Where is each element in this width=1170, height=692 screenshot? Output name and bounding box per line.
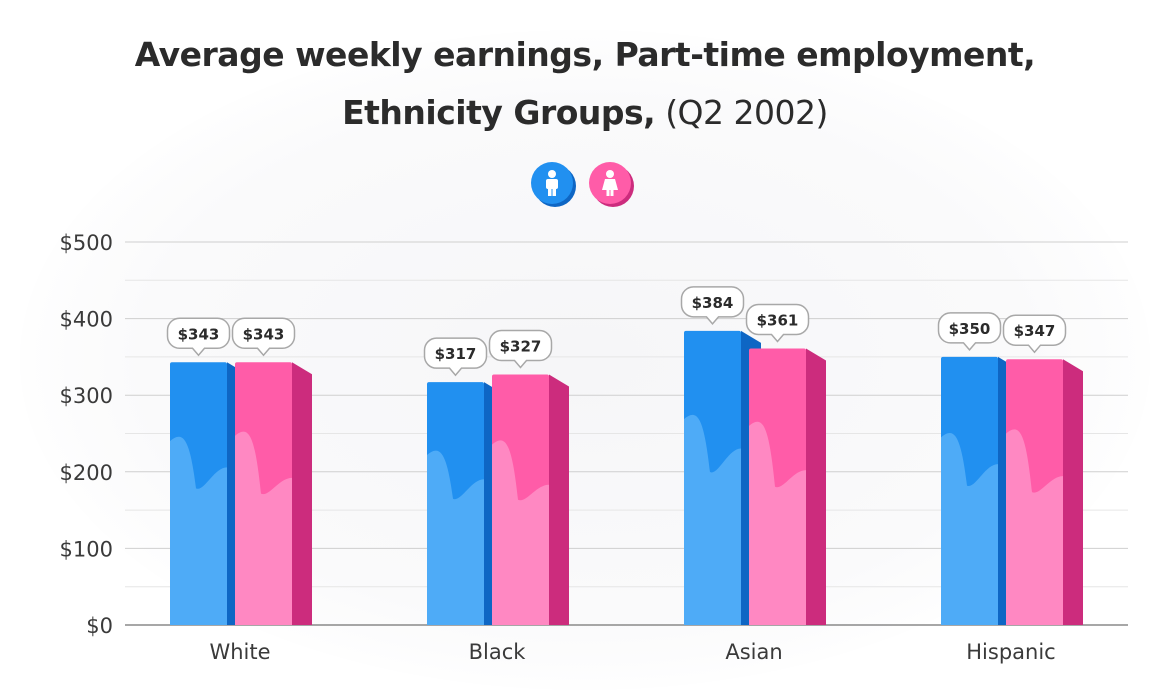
male-person-icon [530, 160, 576, 207]
bar-white-female: $343 [231, 317, 312, 625]
value-callout [423, 337, 488, 377]
data-label: $317 [435, 345, 477, 363]
chart-title: Average weekly earnings, Part-time emplo… [0, 26, 1170, 142]
bar-highlight [941, 433, 998, 625]
y-tick-label: $0 [86, 614, 113, 638]
bar-asian-male: $384 [680, 286, 761, 625]
bar-highlight [427, 450, 484, 625]
title-line-1: Average weekly earnings, Part-time emplo… [134, 35, 1036, 74]
data-label: $350 [949, 320, 991, 338]
value-callout [488, 329, 553, 369]
bar-side [1063, 359, 1083, 625]
title-period: (Q2 2002) [665, 93, 828, 132]
bar-black-female: $327 [488, 329, 569, 625]
value-callout [745, 303, 810, 343]
bar-side [549, 374, 569, 625]
bar-highlight [749, 421, 806, 625]
y-tick-label: $500 [60, 231, 113, 255]
y-tick-label: $400 [60, 308, 113, 332]
category-label: Asian [725, 640, 782, 664]
bar-highlight [170, 436, 227, 625]
value-callout [1002, 314, 1067, 354]
bar-highlight [1006, 429, 1063, 625]
bar-highlight [684, 414, 741, 625]
bar-side [806, 348, 826, 625]
category-label: White [209, 640, 270, 664]
title-line-2: Ethnicity Groups, [342, 93, 656, 132]
female-person-icon [588, 160, 634, 207]
bar-side [292, 362, 312, 625]
y-tick-label: $200 [60, 461, 113, 485]
category-label: Hispanic [966, 640, 1055, 664]
bar-asian-female: $361 [745, 303, 826, 625]
data-label: $327 [500, 338, 542, 356]
data-label: $343 [178, 325, 220, 343]
data-label: $347 [1014, 322, 1056, 340]
category-label: Black [469, 640, 527, 664]
value-callout [680, 286, 745, 326]
bar-highlight [235, 431, 292, 625]
bar-hispanic-female: $347 [1002, 314, 1083, 625]
data-label: $384 [692, 294, 734, 312]
data-label: $361 [757, 311, 799, 329]
value-callout [166, 317, 231, 357]
y-tick-label: $300 [60, 384, 113, 408]
value-callout [231, 317, 296, 357]
bar-black-male: $317 [423, 337, 504, 625]
bar-highlight [492, 440, 549, 625]
data-label: $343 [243, 325, 285, 343]
legend [530, 160, 640, 210]
value-callout [937, 312, 1002, 352]
y-tick-label: $100 [60, 537, 113, 561]
